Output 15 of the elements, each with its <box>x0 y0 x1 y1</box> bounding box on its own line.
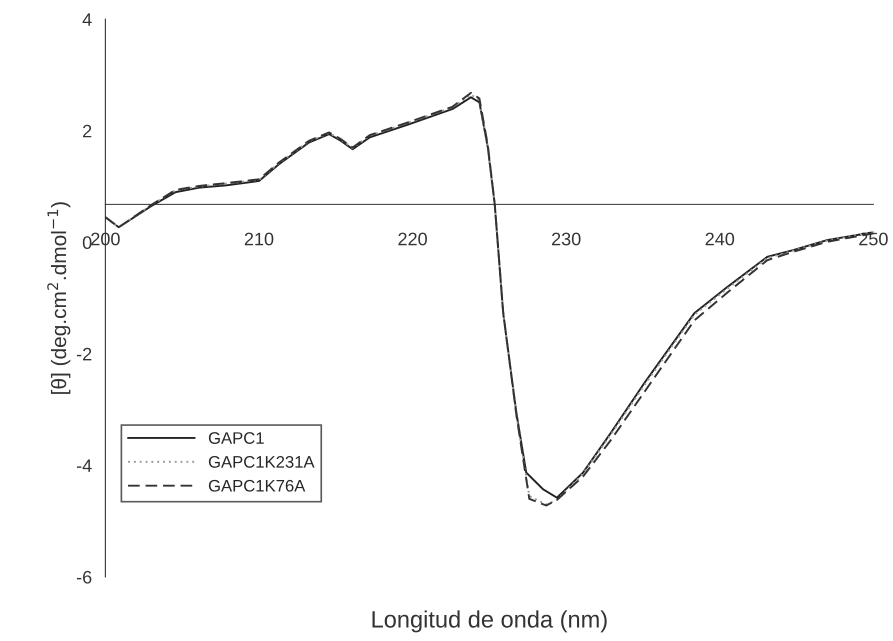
y-tick-label: 0 <box>82 236 92 250</box>
x-tick-label: 220 <box>398 232 427 246</box>
y-tick-label: -2 <box>76 348 92 360</box>
x-axis-title: Longitud de onda (nm) <box>372 610 607 632</box>
legend-label: GAPC1 <box>208 432 264 444</box>
x-tick-label: 230 <box>552 232 581 246</box>
legend-label: GAPC1K76A <box>208 480 306 492</box>
y-axis-title: [θ] (deg.cm$^{2}$.dmol$^{−1}$) <box>47 202 70 394</box>
x-tick-label: 240 <box>706 232 734 246</box>
y-tick-label: 2 <box>83 124 92 138</box>
y-tick-label: -4 <box>76 459 92 472</box>
y-tick-label: -6 <box>76 570 92 584</box>
y-tick-label: 4 <box>82 13 92 26</box>
x-tick-label: 210 <box>244 232 274 246</box>
legend-label: GAPC1K231A <box>208 456 315 468</box>
